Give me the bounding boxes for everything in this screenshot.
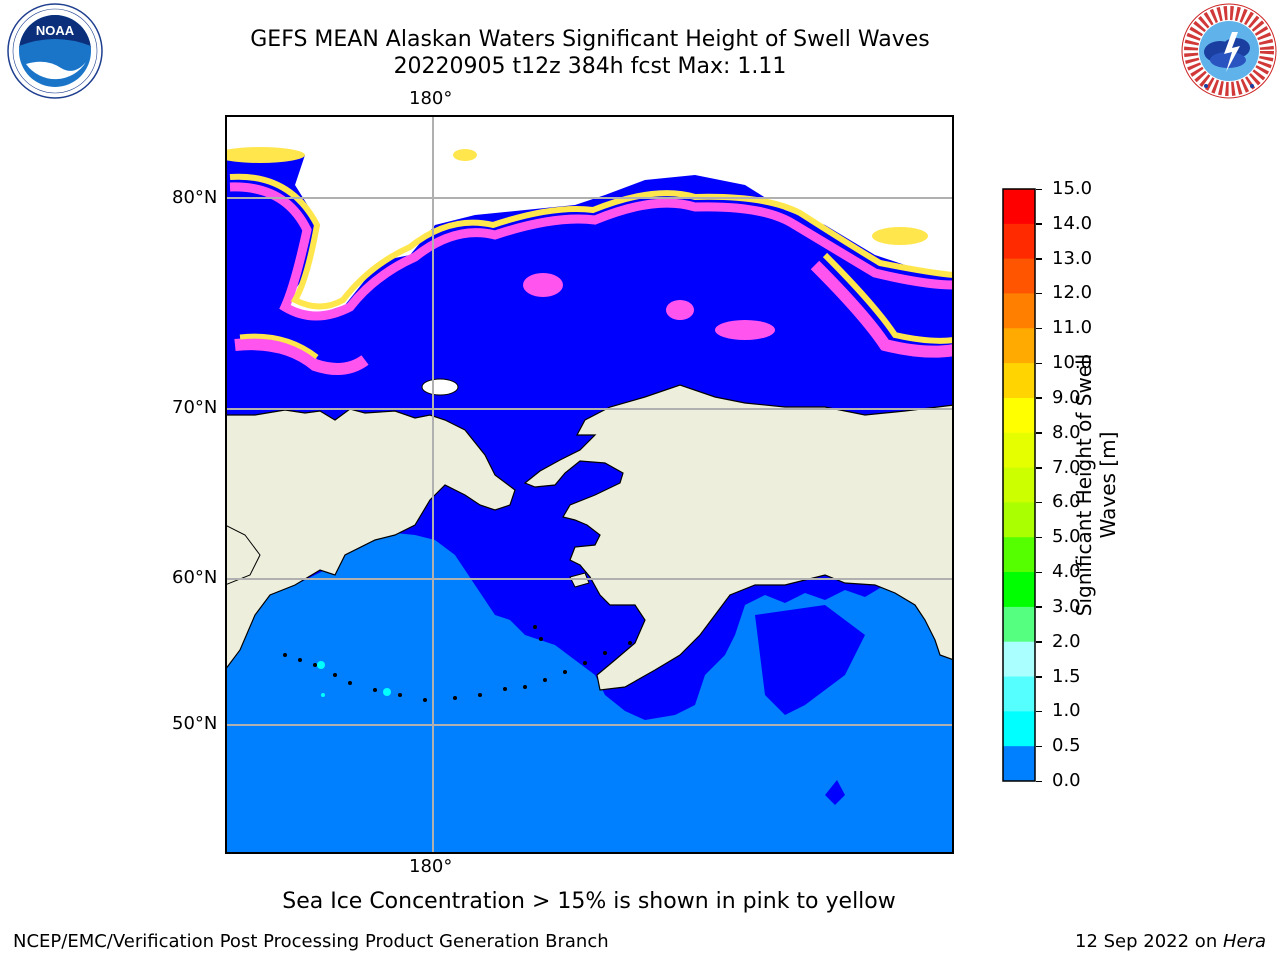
colorbar-tick-label: 11.0 [1052,317,1093,339]
top-lon-label: 180° [409,88,453,109]
colorbar-tick-mark [1036,327,1042,330]
colorbar-swatch [1003,363,1035,399]
colorbar-tick-mark [1036,641,1042,643]
colorbar-tick-label: 12.0 [1052,282,1093,304]
lat-label-80: 80°N [172,187,218,208]
colorbar-label: Significant Height of Swell Waves [m] [1072,335,1132,635]
colorbar-tick-label: 5.0 [1052,526,1081,548]
colorbar-tick-mark [1036,188,1042,190]
colorbar-tick-mark [1036,745,1042,748]
footer-date-text: 12 Sep 2022 on [1075,931,1223,952]
colorbar-tick-mark [1036,362,1042,365]
lat-label-60: 60°N [172,567,218,588]
map-frame [225,115,954,854]
colorbar-tick-label: 1.5 [1052,665,1081,687]
colorbar-swatch [1003,641,1035,678]
colorbar-tick-mark [1036,606,1042,608]
lat-label-50: 50°N [172,713,218,734]
noaa-logo: NOAA [7,3,103,99]
land-siberia [225,408,516,671]
noaa-logo-text: NOAA [36,23,75,38]
colorbar-tick-label: 9.0 [1052,386,1081,408]
colorbar-tick-mark [1036,710,1042,713]
bottom-lon-label: 180° [409,856,453,877]
footer-credit: NCEP/EMC/Verification Post Processing Pr… [13,931,609,952]
ice-edge-pink [229,182,954,321]
colorbar-tick-label: 7.0 [1052,456,1081,478]
colorbar-swatch [1003,432,1035,469]
colorbar-swatch [1003,397,1035,434]
colorbar-tick-mark [1036,536,1042,539]
colorbar-label-line1: Significant Height of Swell [1072,353,1096,617]
colorbar-tick-mark [1036,467,1042,469]
colorbar-tick-label: 10.0 [1052,352,1093,374]
colorbar-swatch [1003,606,1035,643]
colorbar-tick-label: 15.0 [1052,178,1093,199]
colorbar-tick-mark [1036,223,1042,225]
colorbar-swatch [1003,676,1035,712]
ice-region-west [225,115,954,315]
colorbar-tick-label: 14.0 [1052,212,1093,234]
colorbar-swatch [1003,502,1035,538]
colorbar-swatch [1003,293,1035,329]
colorbar-tick-mark [1036,397,1042,399]
colorbar-tick-label: 2.0 [1052,630,1081,652]
colorbar-tick-mark [1036,258,1042,260]
land-alaska [523,384,954,691]
colorbar-swatch [1003,189,1035,225]
colorbar-swatch [1003,258,1035,294]
chart-title: GEFS MEAN Alaskan Waters Significant Hei… [250,27,930,52]
colorbar-tick-label: 13.0 [1052,247,1093,269]
chart-subtitle: 20220905 t12z 384h fcst Max: 1.11 [393,54,787,79]
footer-date: 12 Sep 2022 on Hera [1075,931,1266,952]
graticule [225,115,954,854]
colorbar-swatch [1003,572,1035,608]
colorbar-tick-mark [1036,676,1042,678]
colorbar-tick-label: 8.0 [1052,421,1081,443]
sea-ice-caption: Sea Ice Concentration > 15% is shown in … [282,889,896,914]
colorbar-tick-mark [1036,432,1042,434]
colorbar-swatch [1003,746,1035,782]
colorbar-tick-label: 3.0 [1052,595,1081,617]
aleutian-islands [283,625,632,702]
nws-logo [1181,3,1277,99]
colorbar-label-line2: Waves [m] [1096,431,1120,539]
footer-host: Hera [1222,931,1266,952]
colorbar-tick-mark [1036,292,1042,295]
colorbar-tick-label: 0.0 [1052,770,1081,791]
colorbar-tick-mark [1036,501,1042,504]
colorbar-tick-mark [1036,780,1042,782]
colorbar-tick-label: 1.0 [1052,700,1081,722]
colorbar-swatch [1003,328,1035,364]
colorbar-tick-label: 4.0 [1052,561,1081,583]
colorbar-swatch [1003,223,1035,260]
colorbar-tick-mark [1036,571,1042,574]
colorbar-swatch [1003,711,1035,747]
swell-height-map [225,115,954,854]
colorbar-swatch [1003,467,1035,503]
lat-label-70: 70°N [172,397,218,418]
ice-edge-yellow [229,173,954,310]
colorbar-tick-label: 6.0 [1052,491,1081,513]
colorbar-swatch [1003,537,1035,573]
colorbar [1002,188,1036,782]
colorbar-tick-label: 0.5 [1052,735,1081,757]
